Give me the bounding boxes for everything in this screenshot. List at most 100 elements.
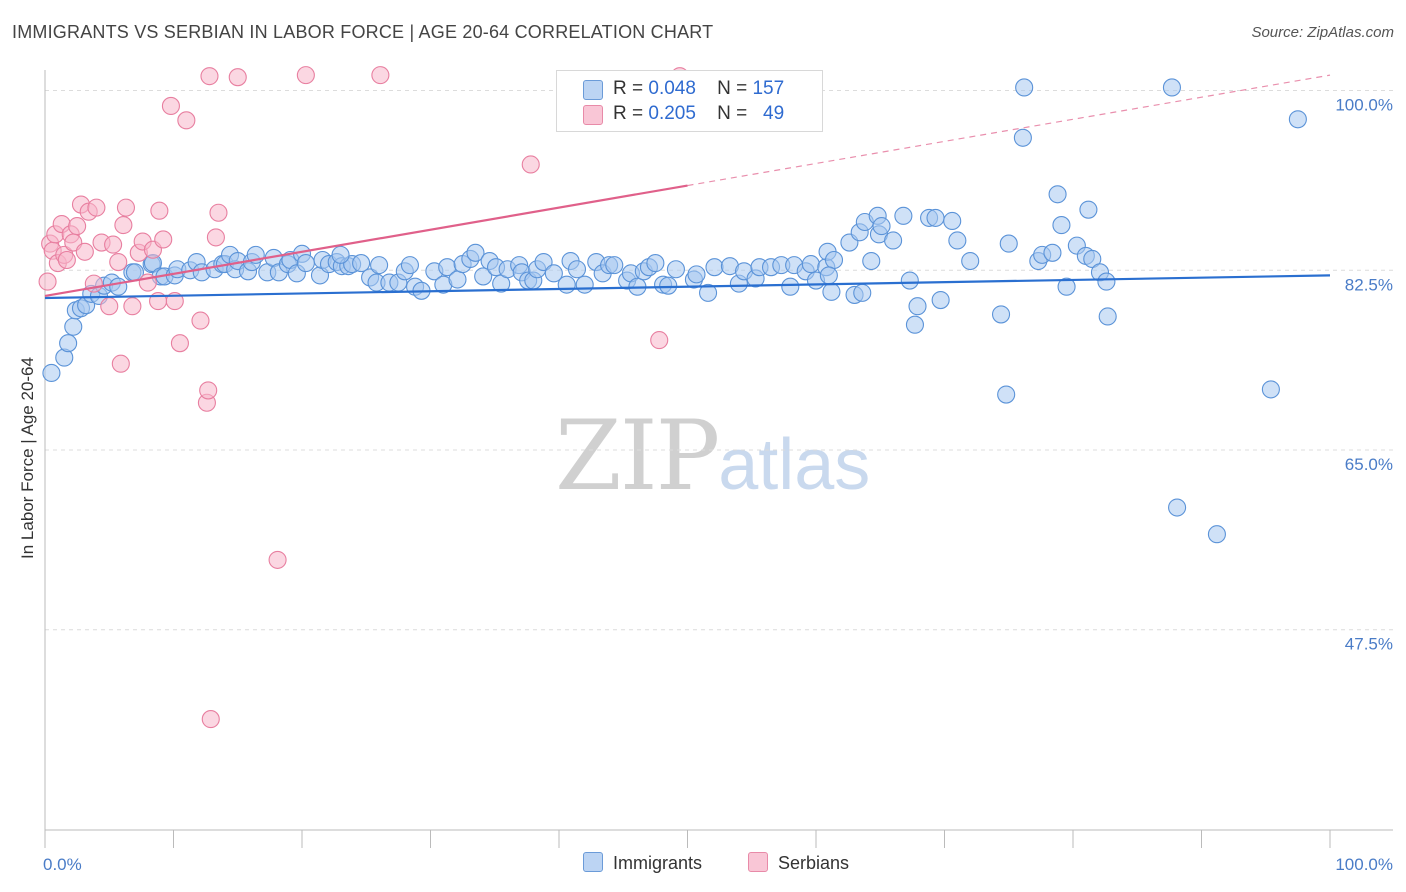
legend-n-label-serbians: N =: [717, 103, 748, 124]
point-immigrants: [557, 275, 576, 294]
point-immigrants: [666, 260, 685, 279]
trend-line-immigrants: [44, 274, 1331, 300]
point-immigrants: [1168, 498, 1187, 517]
legend-r-label-serbians: R =: [613, 103, 644, 124]
point-immigrants: [544, 264, 563, 283]
bottom-legend-serbians: Serbians: [748, 852, 849, 874]
point-immigrants: [801, 255, 820, 274]
point-serbians: [521, 155, 540, 174]
legend-r-label-immigrants: R =: [613, 78, 644, 99]
point-immigrants: [466, 243, 485, 262]
point-serbians: [100, 297, 119, 316]
point-serbians: [228, 68, 247, 87]
chart-title: IMMIGRANTS VS SERBIAN IN LABOR FORCE | A…: [12, 22, 714, 42]
x-tick-label-min: 0.0%: [43, 855, 82, 874]
point-serbians: [199, 381, 218, 400]
legend-r-value-immigrants: 0.048: [648, 78, 696, 99]
point-immigrants: [961, 251, 980, 271]
point-immigrants: [991, 305, 1011, 324]
point-immigrants: [1043, 243, 1062, 262]
y-tick-label: 100.0%: [1335, 96, 1393, 115]
point-immigrants: [400, 256, 419, 275]
point-immigrants: [705, 258, 724, 277]
point-serbians: [170, 334, 189, 353]
point-immigrants: [42, 363, 61, 383]
watermark-atlas: atlas: [718, 425, 871, 505]
trend-line-serbians: [44, 184, 688, 298]
point-serbians: [111, 354, 130, 373]
bottom-legend-label-immigrants: Immigrants: [613, 853, 703, 873]
point-immigrants: [884, 231, 903, 250]
point-serbians: [206, 228, 225, 247]
point-immigrants: [948, 231, 967, 250]
legend-box: R = 0.048 N = 157 R = 0.205 N = 49: [556, 70, 823, 132]
point-immigrants: [943, 211, 962, 231]
y-tick-label: 47.5%: [1345, 635, 1393, 654]
point-immigrants: [999, 234, 1018, 253]
source-label: Source: ZipAtlas.com: [1251, 24, 1394, 41]
point-serbians: [650, 331, 669, 350]
point-serbians: [200, 67, 219, 86]
point-serbians: [38, 272, 57, 291]
point-serbians: [154, 230, 173, 249]
point-serbians: [268, 550, 287, 569]
point-immigrants: [352, 254, 371, 273]
point-serbians: [191, 311, 210, 330]
trend-line-extension-serbians: [687, 74, 1331, 187]
watermark-zip: ZIP: [555, 400, 720, 512]
point-immigrants: [1097, 272, 1116, 291]
bottom-legend-swatch-immigrants: [583, 852, 603, 872]
x-tick-label-max: 100.0%: [1335, 855, 1393, 874]
point-serbians: [87, 198, 106, 217]
point-immigrants: [1288, 110, 1307, 129]
point-immigrants: [687, 265, 706, 284]
point-immigrants: [448, 270, 467, 289]
point-serbians: [209, 203, 228, 222]
y-tick-label: 65.0%: [1345, 455, 1393, 474]
point-serbians: [75, 242, 94, 261]
point-immigrants: [862, 251, 881, 271]
point-immigrants: [331, 245, 350, 264]
legend-n-value-serbians: 49: [763, 103, 785, 124]
legend-swatch-serbians: [583, 105, 603, 125]
point-serbians: [161, 96, 180, 115]
legend-r-value-serbians: 0.205: [648, 103, 696, 124]
legend-n-value-immigrants: 157: [752, 78, 785, 99]
bottom-legend-immigrants: Immigrants: [583, 852, 702, 874]
point-immigrants: [575, 275, 594, 294]
point-immigrants: [646, 254, 665, 273]
point-immigrants: [905, 315, 924, 334]
point-immigrants: [64, 317, 83, 336]
point-immigrants: [1015, 78, 1034, 97]
point-immigrants: [1052, 216, 1071, 235]
point-immigrants: [872, 217, 891, 236]
point-serbians: [371, 66, 390, 85]
point-immigrants: [900, 271, 919, 290]
legend-n-label-immigrants: N =: [717, 78, 748, 99]
point-immigrants: [1261, 380, 1280, 399]
point-immigrants: [534, 253, 553, 272]
point-immigrants: [1079, 200, 1098, 219]
point-immigrants: [781, 277, 800, 296]
point-immigrants: [370, 256, 389, 275]
point-serbians: [57, 250, 76, 270]
point-serbians: [114, 216, 133, 235]
point-immigrants: [109, 277, 128, 296]
legend-swatch-immigrants: [583, 80, 603, 100]
point-immigrants: [822, 282, 841, 301]
point-serbians: [177, 111, 196, 130]
point-immigrants: [824, 250, 844, 270]
point-immigrants: [894, 206, 913, 225]
point-immigrants: [1048, 185, 1067, 204]
point-immigrants: [1013, 128, 1032, 147]
point-serbians: [116, 198, 136, 217]
point-serbians: [150, 201, 169, 220]
point-immigrants: [474, 267, 493, 286]
point-immigrants: [1098, 307, 1117, 326]
point-serbians: [123, 297, 142, 316]
point-immigrants: [296, 254, 315, 273]
point-immigrants: [1057, 277, 1076, 296]
point-serbians: [201, 710, 220, 729]
y-tick-label: 82.5%: [1345, 275, 1393, 294]
